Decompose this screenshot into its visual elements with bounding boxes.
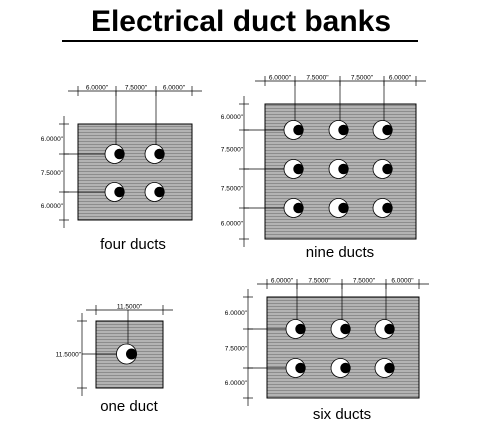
bank-caption: nine ducts [306,244,374,261]
top-dimension-label: 11.5000" [117,304,143,311]
side-dimension-label: 6.0000" [225,380,248,387]
duct-bank-four: 6.0000" 7.5000" 6.0000" 6.0000" 7.5000" 6.000… [41,85,202,253]
bank-caption: six ducts [313,406,371,423]
duct-conduit [374,319,395,339]
top-dimension-label: 6.0000" [269,75,292,82]
duct-conduit [372,159,393,179]
duct-conduit [285,358,306,378]
top-dimension-label: 7.5000" [351,75,374,82]
top-dimension-label: 7.5000" [306,75,329,82]
top-dimension-label: 6.0000" [389,75,412,82]
top-dimension-label: 7.5000" [308,278,331,285]
side-dimension-label: 6.0000" [41,203,64,210]
title-underline [62,40,418,42]
duct-bank-six: 6.0000" 7.5000" 7.5000" 6.0000" 6.0000" 7.500… [225,278,429,423]
duct-conduit [116,343,137,365]
duct-conduit [372,120,393,140]
side-dimension-label: 7.5000" [221,186,244,193]
side-dimension-label: 6.0000" [221,114,244,121]
top-dimension-label: 6.0000" [271,278,294,285]
duct-conduit [328,198,349,218]
duct-conduit [283,120,304,140]
duct-conduit [372,198,393,218]
duct-conduit [104,144,125,164]
concrete-encasement [77,123,193,221]
top-dimension-label: 6.0000" [86,85,109,92]
side-dimension-label: 6.0000" [221,221,244,228]
duct-conduit [374,358,395,378]
side-dimension-label: 11.5000" [56,352,82,359]
top-dimension-label: 6.0000" [391,278,414,285]
bank-caption: four ducts [100,236,166,253]
side-dimension-label: 6.0000" [225,310,248,317]
duct-conduit [328,159,349,179]
duct-conduit [144,182,165,202]
top-dimension-label: 6.0000" [163,85,186,92]
duct-conduit [283,198,304,218]
duct-conduit [144,144,165,164]
bank-caption: one duct [100,398,158,415]
duct-conduit [285,319,306,339]
concrete-encasement [266,296,420,399]
duct-conduit [283,159,304,179]
side-dimension-label: 7.5000" [225,346,248,353]
top-dimension-label: 7.5000" [125,85,148,92]
top-dimension-label: 7.5000" [353,278,376,285]
duct-conduit [328,120,349,140]
side-dimension-label: 7.5000" [41,170,64,177]
side-dimension-label: 6.0000" [41,136,64,143]
duct-bank-one: 11.5000" 11.5000" one duct [56,304,173,415]
side-dimension-label: 7.5000" [221,147,244,154]
duct-conduit [330,319,351,339]
duct-conduit [104,182,125,202]
duct-conduit [330,358,351,378]
page-title: Electrical duct banks [90,5,392,38]
duct-bank-nine: 6.0000" 7.5000" 7.5000" 6.0000" 6.0000" 7.500… [221,75,426,261]
